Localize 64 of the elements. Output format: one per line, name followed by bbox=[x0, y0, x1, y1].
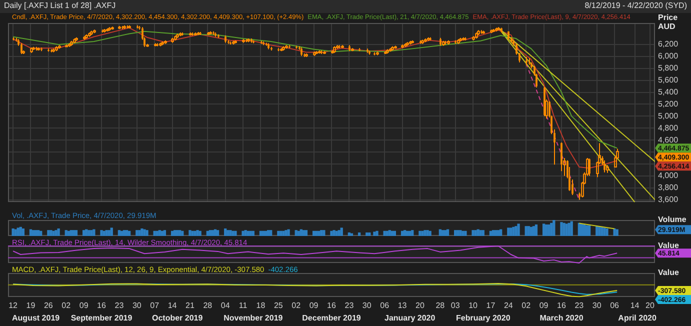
x2-tick-label: December 2019 bbox=[302, 313, 362, 322]
x-tick-label: 25 bbox=[274, 300, 284, 310]
x-tick-label: 02 bbox=[292, 300, 302, 310]
x-tick-label: 28 bbox=[436, 300, 446, 310]
y-tick-label: 5,800 bbox=[658, 64, 679, 73]
x-tick-label: 18 bbox=[256, 300, 266, 310]
x2-tick-label: September 2019 bbox=[70, 313, 133, 322]
y-tick-label: 4,800 bbox=[658, 123, 679, 132]
x-tick-label: 16 bbox=[557, 300, 566, 310]
y-axis-title: Price AUD bbox=[658, 13, 678, 32]
y-tick-label: 3,800 bbox=[658, 183, 679, 192]
x-tick-label: 23 bbox=[344, 300, 354, 310]
x-tick-label: 09 bbox=[309, 300, 319, 310]
x-tick-label: 17 bbox=[486, 300, 496, 310]
x-tick-label: 14 bbox=[630, 300, 640, 310]
x2-tick-label: March 2020 bbox=[540, 313, 584, 322]
x-tick-label: 09 bbox=[539, 300, 549, 310]
x-tick-label: 16 bbox=[97, 300, 107, 310]
y-tick-label: 5,000 bbox=[658, 111, 679, 120]
y-tick-label: 5,200 bbox=[658, 99, 679, 108]
x2-tick-label: November 2019 bbox=[224, 313, 284, 322]
x-tick-label: 14 bbox=[168, 300, 178, 310]
y-axis-title: Value bbox=[658, 268, 680, 278]
y-tick-label: 6,000 bbox=[658, 52, 679, 61]
x-tick-label: 28 bbox=[203, 300, 213, 310]
y-tick-label: 6,200 bbox=[658, 40, 679, 49]
x-tick-label: 06 bbox=[380, 300, 390, 310]
x-tick-label: 10 bbox=[468, 300, 478, 310]
x-tick-label: 02 bbox=[522, 300, 532, 310]
chart-title: Daily [.AXFJ List 1 of 28] .AXFJ bbox=[4, 1, 116, 10]
x-tick-label: 12 bbox=[8, 300, 18, 310]
x-tick-label: 20 bbox=[416, 300, 425, 310]
x-tick-label: 26 bbox=[44, 300, 54, 310]
x-tick-label: 04 bbox=[220, 300, 230, 310]
x-tick-label: 21 bbox=[186, 300, 195, 310]
x-tick-label: 30 bbox=[362, 300, 372, 310]
y-axis-title: Volume bbox=[658, 215, 687, 224]
x-tick-label: 02 bbox=[62, 300, 72, 310]
x-tick-label: 23 bbox=[574, 300, 584, 310]
x2-tick-label: April 2020 bbox=[618, 313, 657, 322]
y-axis-title: Value bbox=[658, 241, 680, 250]
x-tick-label: 11 bbox=[238, 300, 248, 310]
x-tick-label: 23 bbox=[114, 300, 124, 310]
y-tick-label: 5,400 bbox=[658, 87, 679, 96]
x-tick-label: 30 bbox=[132, 300, 142, 310]
x-tick-label: 19 bbox=[26, 300, 36, 310]
x-tick-label: 30 bbox=[592, 300, 602, 310]
x2-tick-label: August 2019 bbox=[12, 313, 60, 322]
x2-tick-label: October 2019 bbox=[152, 313, 204, 322]
y-tick-label: 5,600 bbox=[658, 76, 679, 85]
y-tick-label: 3,600 bbox=[658, 195, 679, 204]
x2-tick-label: February 2020 bbox=[456, 313, 511, 322]
x-tick-label: 07 bbox=[150, 300, 160, 310]
y-tick-label: 4,000 bbox=[658, 171, 679, 180]
x-tick-label: 06 bbox=[610, 300, 620, 310]
x-tick-label: 16 bbox=[327, 300, 336, 310]
x-tick-label: 24 bbox=[504, 300, 514, 310]
x-tick-label: 03 bbox=[450, 300, 460, 310]
x-tick-label: 20 bbox=[645, 300, 655, 310]
x-tick-label: 13 bbox=[398, 300, 408, 310]
chart-subtitle: 8/12/2019 - 4/22/2020 (SYD) bbox=[584, 1, 687, 10]
x-tick-label: 09 bbox=[79, 300, 89, 310]
y-tick-label: 4,600 bbox=[658, 135, 679, 144]
x2-tick-label: January 2020 bbox=[384, 313, 436, 322]
